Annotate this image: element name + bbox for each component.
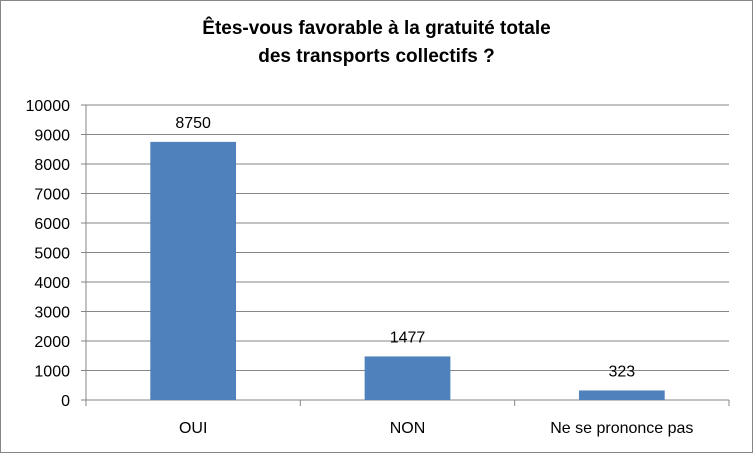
- chart-title: Êtes-vous favorable à la gratuité totale…: [1, 15, 752, 71]
- y-tick-label: 5000: [34, 246, 70, 263]
- bar: [364, 356, 451, 400]
- x-tick-label: NON: [390, 420, 426, 437]
- y-tick-label: 2000: [34, 334, 70, 351]
- y-tick-label: 7000: [34, 187, 70, 204]
- x-tick-label: Ne se prononce pas: [550, 420, 693, 437]
- y-tick-label: 9000: [34, 128, 70, 145]
- y-tick-label: 0: [61, 393, 70, 410]
- x-tick-label: OUI: [179, 420, 207, 437]
- data-label: 323: [608, 363, 635, 380]
- y-tick-label: 8000: [34, 157, 70, 174]
- y-tick-label: 4000: [34, 275, 70, 292]
- chart-title-line-1: Êtes-vous favorable à la gratuité totale: [202, 18, 551, 39]
- y-tick-label: 1000: [34, 364, 70, 381]
- chart-title-line-2: des transports collectifs ?: [258, 46, 495, 67]
- bar: [150, 141, 237, 400]
- bar: [578, 390, 665, 400]
- data-label: 1477: [390, 329, 426, 346]
- y-tick-label: 6000: [34, 216, 70, 233]
- y-tick-label: 3000: [34, 305, 70, 322]
- y-tick-label: 10000: [26, 98, 71, 115]
- data-label: 8750: [175, 115, 211, 132]
